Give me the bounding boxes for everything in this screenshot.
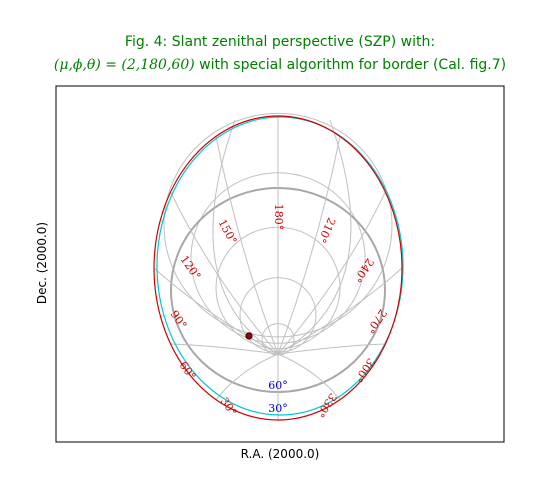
- meridian-line: [215, 136, 279, 355]
- longitude-label: 330°: [313, 391, 339, 420]
- meridian-line: [170, 343, 279, 355]
- title-text: with special algorithm for border (Cal. …: [194, 57, 507, 73]
- latitude-label: 30°: [268, 402, 288, 415]
- meridian-line: [277, 136, 341, 355]
- longitude-label: 30°: [217, 395, 239, 418]
- chart-title-line1: Fig. 4: Slant zenithal perspective (SZP)…: [124, 34, 436, 50]
- border-inner: [156, 116, 404, 416]
- meridian-line: [277, 353, 341, 400]
- longitude-label: 240°: [350, 256, 376, 285]
- graticule-grid: [153, 112, 404, 421]
- y-axis-label: Dec. (2000.0): [35, 221, 49, 305]
- meridian-line: [277, 267, 403, 355]
- longitude-label: 90°: [167, 308, 189, 331]
- latitude-label: 60°: [268, 379, 288, 392]
- longitude-label: 60°: [176, 359, 198, 382]
- title-math-params: (μ,ϕ,θ) = (2,180,60): [53, 57, 195, 73]
- meridian-line: [212, 119, 279, 355]
- meridian-line: [277, 119, 352, 355]
- meridian-line: [277, 343, 386, 355]
- longitude-label: 270°: [363, 307, 389, 336]
- longitude-label: 210°: [315, 215, 338, 245]
- longitude-label: 180°: [272, 204, 285, 231]
- x-axis-label: R.A. (2000.0): [240, 447, 320, 461]
- meridian-line: [215, 353, 279, 400]
- axes-frame: [55, 85, 505, 443]
- chart-title-line2: (μ,ϕ,θ) = (2,180,60) with special algori…: [0, 57, 560, 73]
- marker-point: [245, 332, 253, 340]
- meridian-line: [153, 267, 279, 355]
- meridian-line: [277, 191, 386, 355]
- border-outer: [153, 115, 403, 421]
- longitude-label: 120°: [177, 253, 203, 282]
